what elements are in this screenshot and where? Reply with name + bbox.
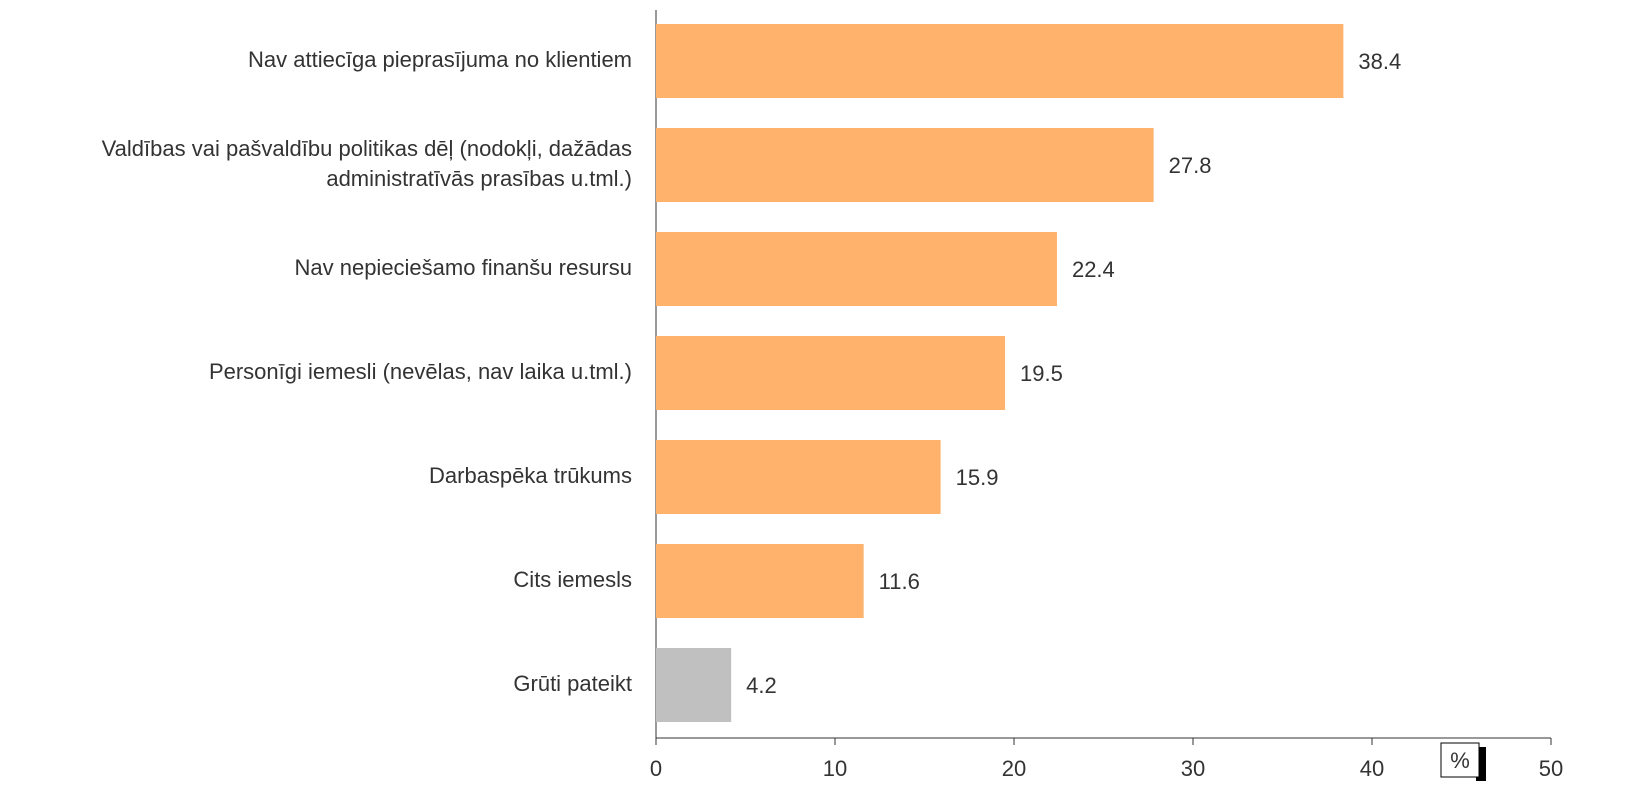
bar (656, 440, 941, 514)
value-label: 19.5 (1020, 361, 1063, 386)
y-tick-label: Darbaspēka trūkums (429, 463, 632, 488)
x-tick-label: 50 (1539, 756, 1563, 781)
value-label: 22.4 (1072, 257, 1115, 282)
x-tick-label: 30 (1181, 756, 1205, 781)
x-tick-label: 40 (1360, 756, 1384, 781)
x-tick-label: 20 (1002, 756, 1026, 781)
y-tick-label: Personīgi iemesli (nevēlas, nav laika u.… (209, 359, 632, 384)
value-label: 38.4 (1358, 49, 1401, 74)
value-label: 27.8 (1169, 153, 1212, 178)
y-tick-label: Cits iemesls (513, 567, 632, 592)
unit-box (1440, 742, 1480, 778)
y-tick-label: Valdības vai pašvaldību politikas dēļ (n… (102, 136, 632, 191)
unit-label: % (1450, 748, 1470, 773)
value-label: 15.9 (956, 465, 999, 490)
y-tick-label: Nav nepieciešamo finanšu resursu (294, 255, 632, 280)
bar (656, 336, 1006, 410)
bar (656, 128, 1154, 202)
bar (656, 24, 1344, 98)
y-tick-label: Grūti pateikt (513, 671, 632, 696)
x-tick-label: 0 (650, 756, 662, 781)
unit-box-shadow (1476, 747, 1486, 781)
value-label: 11.6 (879, 569, 920, 594)
bar (656, 232, 1057, 306)
value-label: 4.2 (746, 673, 777, 698)
x-tick-label: 10 (823, 756, 847, 781)
y-tick-label: Nav attiecīga pieprasījuma no klientiem (248, 47, 632, 72)
bar (656, 648, 732, 722)
bar (656, 544, 864, 618)
